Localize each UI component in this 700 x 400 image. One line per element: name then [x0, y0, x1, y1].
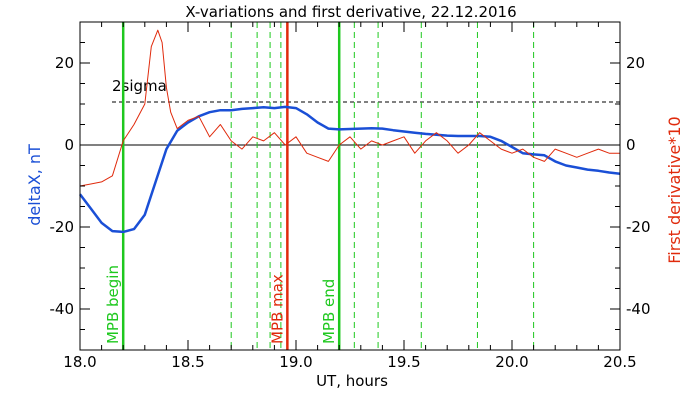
- x-tick-label: 19.5: [387, 353, 420, 371]
- x-tick-label: 19.0: [279, 353, 312, 371]
- y-right-tick-label: 0: [626, 136, 636, 154]
- marker-label-mpb-max: MPB max: [268, 274, 286, 344]
- plot-frame: [79, 21, 621, 351]
- chart-title: X-variations and first derivative, 22.12…: [185, 3, 516, 21]
- y-right-tick-label: -20: [626, 218, 651, 236]
- y-right-tick-label: -40: [626, 300, 651, 318]
- marker-label-mpb-begin: MPB begin: [104, 265, 122, 344]
- plot-area: MPB begin MPB max MPB end 18.0 18.5 19.0 19.5 2…: [50, 21, 651, 371]
- x-axis-label: UT, hours: [316, 372, 388, 390]
- y-axis-left-label: deltaX, nT: [25, 144, 44, 226]
- y-left-tick-label: 20: [55, 54, 74, 72]
- x-tick-label: 20.0: [495, 353, 528, 371]
- deltaX-series: [79, 105, 621, 234]
- y-right-tick-label: 20: [626, 54, 645, 72]
- y-left-tick-label: -40: [50, 300, 75, 318]
- y-left-tick-label: -20: [50, 218, 75, 236]
- x-tick-label: 18.5: [171, 353, 204, 371]
- y-left-tick-label: 0: [64, 136, 74, 154]
- x-tick-label: 20.5: [603, 353, 636, 371]
- y-axis-right-label: First derivative*10: [665, 116, 684, 263]
- marker-label-mpb-end: MPB end: [320, 279, 338, 344]
- sigma-label: 2sigma: [112, 77, 167, 95]
- x-tick-label: 18.0: [63, 353, 96, 371]
- derivative-series: [79, 29, 620, 187]
